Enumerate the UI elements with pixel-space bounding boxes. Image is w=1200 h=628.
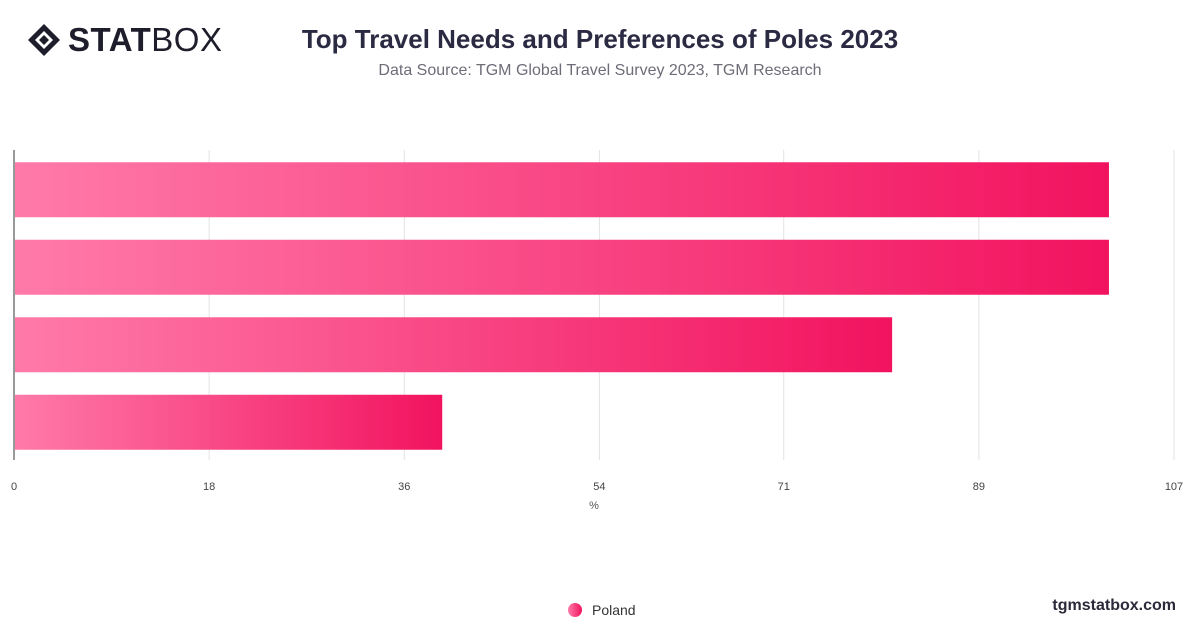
chart-title: Top Travel Needs and Preferences of Pole… — [301, 24, 899, 54]
x-tick-label: 71 — [778, 481, 790, 493]
diamond-logo-icon — [28, 24, 60, 56]
logo-wordmark: STATBOX — [68, 22, 222, 58]
x-tick-labels: 0 18 36 54 71 89 107 — [11, 481, 1183, 493]
bar-poland-2[interactable] — [15, 239, 1109, 295]
bar-poland-3[interactable] — [15, 317, 893, 373]
x-tick-label: 36 — [398, 481, 410, 493]
bars — [15, 162, 1109, 450]
logo-text-light: BOX — [151, 21, 223, 58]
bar-poland-4[interactable] — [15, 394, 443, 450]
x-axis-label: % — [589, 500, 599, 512]
legend-label-poland: Poland — [592, 602, 636, 618]
bar-poland-1[interactable] — [15, 162, 1109, 218]
legend[interactable]: Poland — [568, 602, 636, 618]
site-credit[interactable]: tgmstatbox.com — [1052, 597, 1176, 614]
x-tick-label: 89 — [973, 481, 985, 493]
legend-marker — [568, 603, 582, 617]
chart-subtitle: Data Source: TGM Global Travel Survey 20… — [378, 62, 822, 79]
x-tick-label: 107 — [1165, 481, 1183, 493]
x-tick-label: 0 — [11, 481, 17, 493]
x-tick-label: 18 — [203, 481, 215, 493]
logo-text-bold: STAT — [68, 21, 152, 58]
statbox-logo: STATBOX — [26, 22, 222, 58]
x-tick-label: 54 — [593, 481, 605, 493]
